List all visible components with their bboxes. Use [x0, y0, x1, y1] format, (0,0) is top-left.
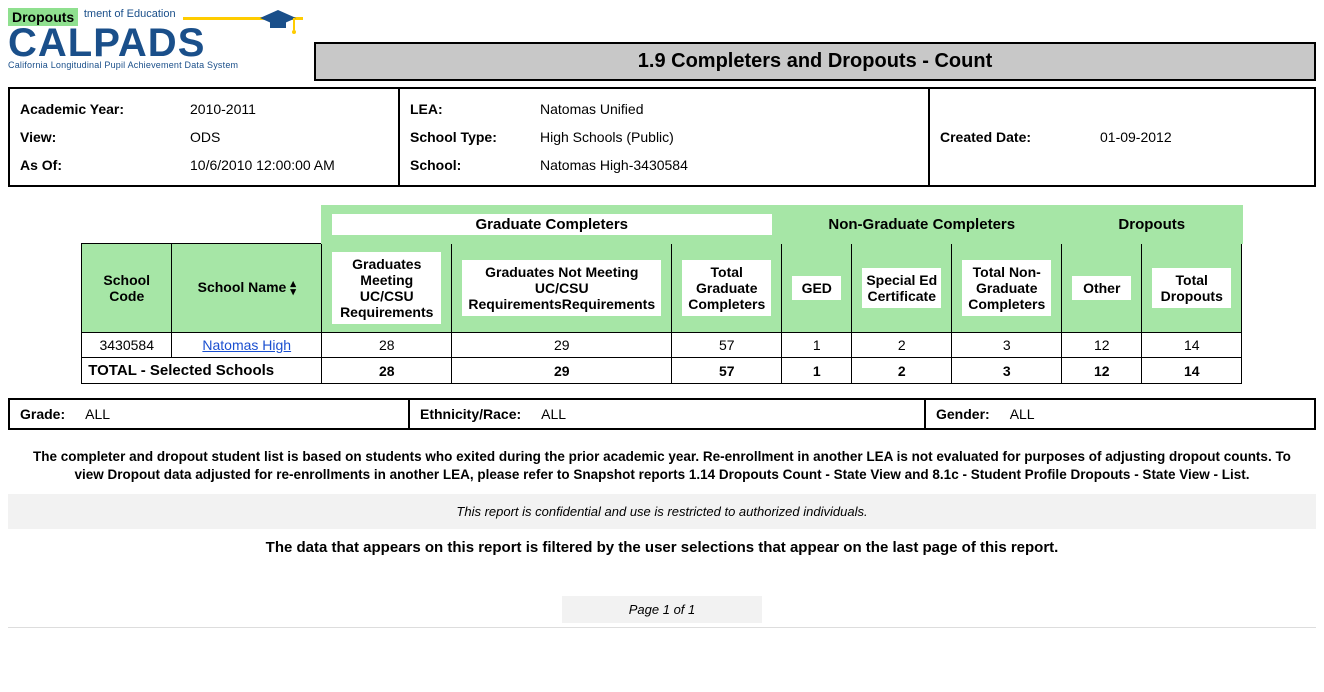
total-other: 12 [1062, 358, 1142, 384]
value-asof: 10/6/2010 12:00:00 AM [190, 157, 335, 173]
col-grad-uccsu[interactable]: Graduates Meeting UC/CSU Requirements [332, 252, 441, 324]
report-title: 1.9 Completers and Dropouts - Count [314, 42, 1316, 81]
label-grade: Grade: [20, 406, 65, 422]
value-grade: ALL [85, 406, 110, 422]
school-link[interactable]: Natomas High [202, 337, 291, 353]
meta-box-mid: LEA:Natomas Unified School Type:High Sch… [398, 87, 928, 187]
pager: Page 1 of 1 [562, 596, 762, 623]
value-school: Natomas High-3430584 [540, 157, 688, 173]
confidential-bar: This report is confidential and use is r… [8, 494, 1316, 529]
total-nongrad-total: 3 [952, 358, 1062, 384]
meta-panel: Academic Year:2010-2011 View:ODS As Of:1… [8, 87, 1316, 187]
table-total-row: TOTAL - Selected Schools 28 29 57 1 2 3 … [82, 358, 1242, 384]
total-ged: 1 [782, 358, 852, 384]
footer-rule [8, 627, 1316, 628]
filters-row: Grade: ALL Ethnicity/Race: ALL Gender: ALL [8, 398, 1316, 430]
cell-nongrad-total: 3 [952, 333, 1062, 358]
cell-school-code: 3430584 [82, 333, 172, 358]
cell-ged: 1 [782, 333, 852, 358]
grad-cap-icon [258, 8, 298, 36]
label-lea: LEA: [410, 101, 540, 117]
cell-sped: 2 [852, 333, 952, 358]
col-grad-not-uccsu[interactable]: Graduates Not Meeting UC/CSU Requirement… [462, 260, 661, 316]
label-ethnicity: Ethnicity/Race: [420, 406, 521, 422]
total-grad-uccsu: 28 [322, 358, 452, 384]
label-school: School: [410, 157, 540, 173]
header-row: Dropouts tment of Education CALPADS Cali… [8, 8, 1316, 81]
value-academic-year: 2010-2011 [190, 101, 256, 117]
col-other[interactable]: Other [1072, 276, 1131, 300]
logo-block: Dropouts tment of Education CALPADS Cali… [8, 8, 308, 70]
col-grad-total[interactable]: Total Graduate Completers [682, 260, 771, 316]
dept-fragment: tment of Education [84, 8, 176, 20]
meta-box-left: Academic Year:2010-2011 View:ODS As Of:1… [8, 87, 398, 187]
label-academic-year: Academic Year: [20, 101, 190, 117]
total-label: TOTAL - Selected Schools [82, 358, 322, 384]
label-created: Created Date: [940, 129, 1100, 145]
value-created: 01-09-2012 [1100, 129, 1172, 145]
data-table: Graduate Completers Non-Graduate Complet… [81, 205, 1243, 384]
cell-grad-total: 57 [672, 333, 782, 358]
label-school-type: School Type: [410, 129, 540, 145]
total-grad-not-uccsu: 29 [452, 358, 672, 384]
group-header-dropouts: Dropouts [1062, 206, 1242, 243]
col-ged[interactable]: GED [792, 276, 841, 300]
value-ethnicity: ALL [541, 406, 566, 422]
label-view: View: [20, 129, 190, 145]
value-view: ODS [190, 129, 220, 145]
cell-grad-not-uccsu: 29 [452, 333, 672, 358]
cell-other: 12 [1062, 333, 1142, 358]
total-sped: 2 [852, 358, 952, 384]
cell-drop-total: 14 [1142, 333, 1242, 358]
value-school-type: High Schools (Public) [540, 129, 674, 145]
value-lea: Natomas Unified [540, 101, 644, 117]
table-row: 3430584 Natomas High 28 29 57 1 2 3 12 1… [82, 333, 1242, 358]
total-grad-total: 57 [672, 358, 782, 384]
calpads-logo-subtext: California Longitudinal Pupil Achievemen… [8, 60, 308, 70]
col-school-code[interactable]: School Code [88, 272, 165, 304]
label-asof: As Of: [20, 157, 190, 173]
col-sped[interactable]: Special Ed Certificate [862, 268, 941, 308]
group-header-graduate: Graduate Completers [329, 211, 775, 238]
cell-grad-uccsu: 28 [322, 333, 452, 358]
col-drop-total[interactable]: Total Dropouts [1152, 268, 1231, 308]
total-drop-total: 14 [1142, 358, 1242, 384]
data-table-wrap: Graduate Completers Non-Graduate Complet… [8, 205, 1316, 384]
group-header-nongraduate: Non-Graduate Completers [782, 206, 1062, 243]
sort-indicator-icon[interactable]: ▴▾ [290, 280, 296, 296]
col-nongrad-total[interactable]: Total Non-Graduate Completers [962, 260, 1051, 316]
value-gender: ALL [1010, 406, 1035, 422]
footnote: The completer and dropout student list i… [28, 448, 1296, 484]
filter-note: The data that appears on this report is … [8, 539, 1316, 556]
meta-box-right: Created Date:01-09-2012 [928, 87, 1316, 187]
label-gender: Gender: [936, 406, 990, 422]
col-school-name[interactable]: School Name▴▾ [178, 279, 315, 296]
